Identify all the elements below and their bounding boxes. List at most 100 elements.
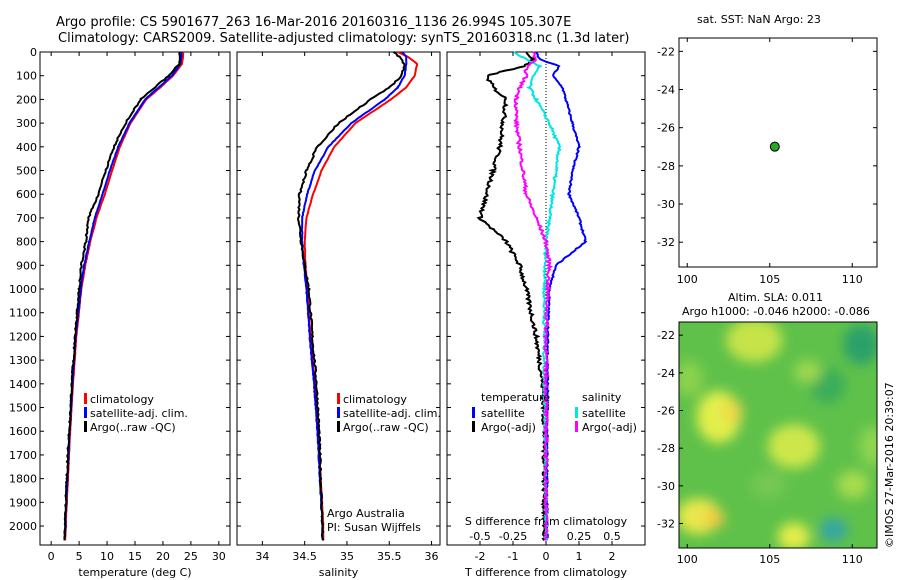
y-tick-label: 2000 <box>9 520 37 533</box>
x-tick-label: 35.5 <box>377 550 402 563</box>
sla-blob <box>777 522 810 548</box>
sla-blob <box>837 470 870 499</box>
y-tick-label: 1200 <box>9 330 37 343</box>
y-tick-label: 800 <box>16 236 37 249</box>
legend-label-argo: Argo(..raw -QC) <box>343 421 429 434</box>
x-tick-label: 110 <box>842 273 863 286</box>
y-tick-label: -30 <box>657 480 675 493</box>
y-tick-label: -28 <box>657 160 675 173</box>
y-tick-label: 1900 <box>9 496 37 509</box>
x-tick-label: 0 <box>543 550 550 563</box>
annotation-line-2: PI: Susan Wijffels <box>327 521 421 534</box>
y-tick-label: -26 <box>657 122 675 135</box>
legend-swatch-sat-S <box>575 407 578 418</box>
y-tick-label: -24 <box>657 84 675 97</box>
y-tick-label: -30 <box>657 198 675 211</box>
sla-blob <box>767 424 820 469</box>
sla-blob <box>722 400 743 425</box>
y-tick-label: -22 <box>657 45 675 58</box>
x-axis-label: temperature (deg C) <box>78 566 191 579</box>
x-tick-label: 35 <box>340 550 354 563</box>
x-tick-label: 1 <box>576 550 583 563</box>
x-tick-label: 10 <box>100 550 114 563</box>
series-line-argo <box>63 51 181 541</box>
top-tick-label: -0.25 <box>499 530 527 543</box>
y-tick-label: 300 <box>16 117 37 130</box>
legend-label-climatology: climatology <box>343 393 407 406</box>
sla-blob <box>859 426 877 467</box>
sla-line-2: Argo h1000: -0.046 h2000: -0.086 <box>682 305 870 318</box>
x-tick-label: -1 <box>508 550 519 563</box>
credit-text: ©IMOS 27-Mar-2016 20:39:07 <box>883 382 896 548</box>
series-line-argo_S <box>513 51 553 541</box>
legend-swatch-argo <box>84 421 87 432</box>
y-tick-label: 1700 <box>9 449 37 462</box>
annotation-line-1: Argo Australia <box>327 507 405 520</box>
series-line-argo_T <box>476 51 549 541</box>
x-tick-label: 105 <box>759 273 780 286</box>
difference-legend: temperature salinity satellite Argo(-adj… <box>472 391 637 434</box>
y-tick-label: 600 <box>16 188 37 201</box>
legend-label-sat-S: satellite <box>582 407 626 420</box>
salinity-legend: climatology satellite-adj. clim. Argo(..… <box>327 393 441 534</box>
sla-blob <box>726 322 783 363</box>
sla-blob <box>819 517 848 542</box>
y-tick-label: -22 <box>657 329 675 342</box>
y-tick-label: 100 <box>16 70 37 83</box>
legend-label-argo-S: Argo(-adj) <box>582 421 637 434</box>
y-tick-label: 700 <box>16 212 37 225</box>
x-tick-label: 110 <box>842 553 863 566</box>
x-tick-label: 105 <box>759 553 780 566</box>
y-tick-label: 1500 <box>9 402 37 415</box>
top-tick-label: -0.5 <box>469 530 490 543</box>
y-tick-label: 0 <box>30 46 37 59</box>
y-tick-label: 1800 <box>9 473 37 486</box>
legend-label-sat-T: satellite <box>481 407 525 420</box>
x-tick-label: 100 <box>677 553 698 566</box>
x-tick-label: 5 <box>76 550 83 563</box>
sla-heatmap <box>679 322 877 548</box>
plot-frame <box>236 51 441 546</box>
legend-header-salinity: salinity <box>582 391 622 404</box>
location-map-panel: -22 -24 -26 -28 -30 -32 100 105 110 <box>657 37 878 286</box>
salinity-panel: 34 34.5 35 35.5 36 salinity <box>236 51 441 579</box>
legend-swatch-argo-S <box>575 421 578 432</box>
y-tick-label: 1300 <box>9 354 37 367</box>
sla-blob <box>679 360 703 397</box>
y-tick-label: 200 <box>16 93 37 106</box>
y-tick-label: 1000 <box>9 283 37 296</box>
series-line-argo <box>297 51 406 541</box>
sla-blobs <box>679 322 877 548</box>
legend-label-satellite: satellite-adj. clim. <box>90 407 188 420</box>
x-tick-label: 34.5 <box>292 550 317 563</box>
y-tick-label: 1600 <box>9 425 37 438</box>
sla-blob <box>843 324 877 365</box>
x-tick-label: 0 <box>48 550 55 563</box>
top-tick-label: 0.5 <box>603 530 621 543</box>
legend-swatch-climatology <box>337 393 340 404</box>
sla-blob <box>793 359 822 384</box>
x-tick-label: 20 <box>156 550 170 563</box>
difference-panel: -2 -1 0 1 2 T difference from climatology -0.5… <box>446 51 646 579</box>
legend-swatch-climatology <box>84 393 87 404</box>
y-tick-label: -32 <box>657 518 675 531</box>
sla-blob <box>750 470 787 499</box>
x-tick-label: 30 <box>212 550 226 563</box>
legend-swatch-argo-T <box>472 421 475 432</box>
y-tick-label: 1100 <box>9 307 37 320</box>
legend-label-climatology: climatology <box>90 393 154 406</box>
sla-blob <box>704 509 725 528</box>
y-tick-label: 1400 <box>9 378 37 391</box>
y-tick-label: -28 <box>657 442 675 455</box>
top-tick-label: 0.25 <box>567 530 592 543</box>
y-tick-label: 900 <box>16 259 37 272</box>
legend-swatch-satellite <box>337 407 340 418</box>
float-location-marker <box>769 141 780 152</box>
y-tick-label: -24 <box>657 367 675 380</box>
plot-frame <box>39 51 231 546</box>
legend-swatch-sat-T <box>472 407 475 418</box>
x-tick-label: 100 <box>677 273 698 286</box>
y-tick-label: -26 <box>657 405 675 418</box>
x-axis-label: salinity <box>319 566 359 579</box>
